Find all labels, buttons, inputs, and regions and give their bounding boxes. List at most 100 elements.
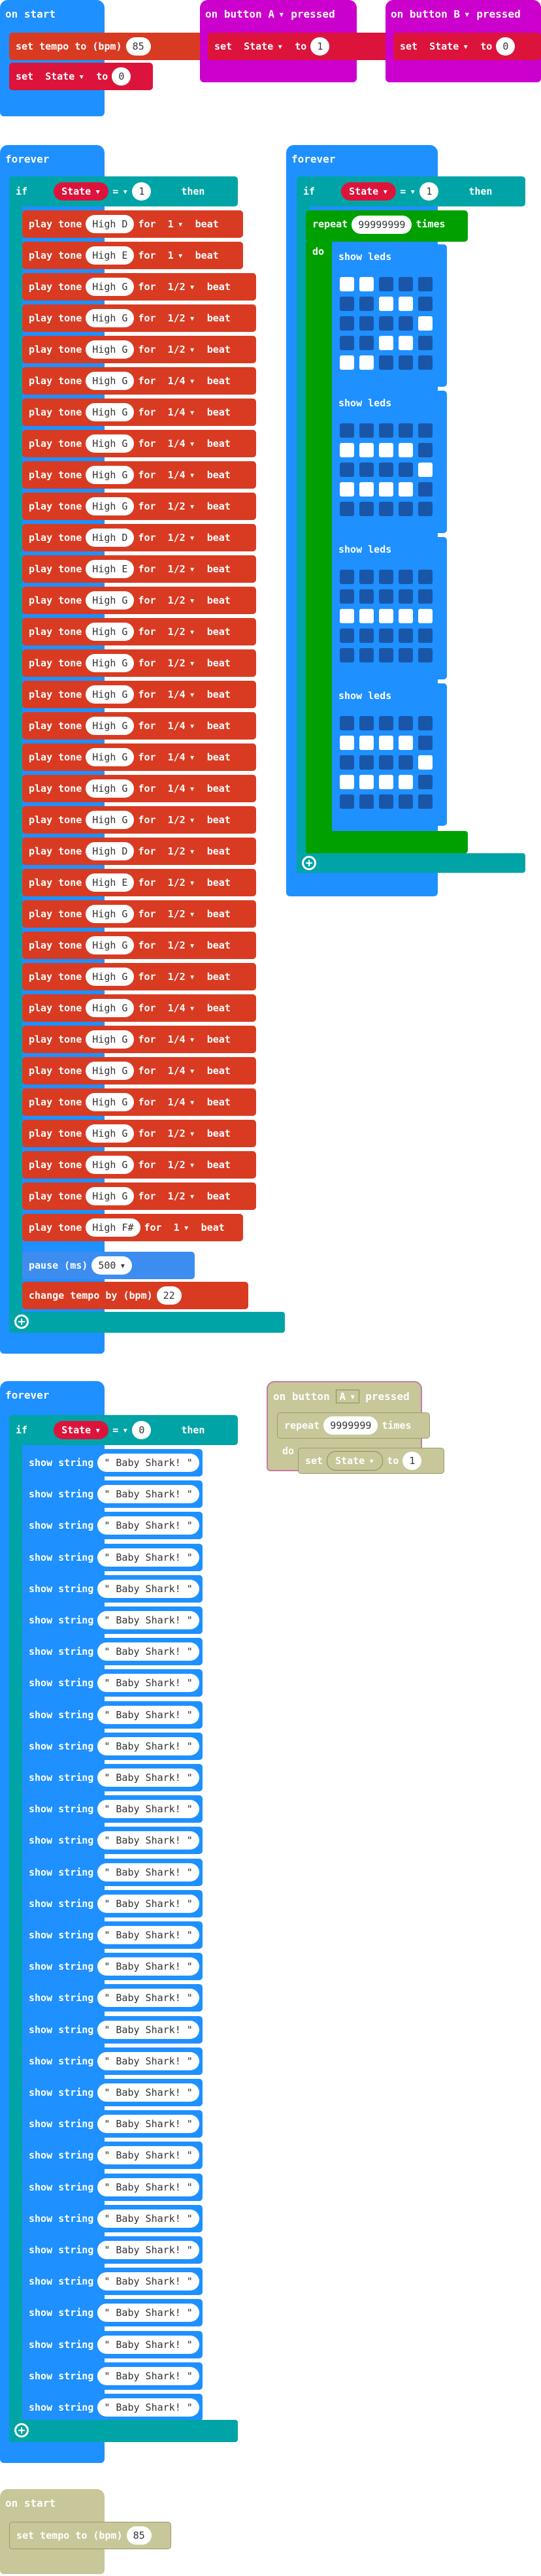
led-off[interactable] xyxy=(359,570,374,584)
led-on[interactable] xyxy=(379,297,393,311)
show-string-block[interactable]: show string " Baby Shark! " xyxy=(22,1669,203,1697)
beat-duration-dropdown[interactable]: 1/4 xyxy=(159,999,203,1017)
led-off[interactable] xyxy=(379,648,393,662)
show-string-block[interactable]: show string " Baby Shark! " xyxy=(22,2362,203,2390)
show-string-block[interactable]: show string " Baby Shark! " xyxy=(22,2110,203,2138)
led-off[interactable] xyxy=(340,716,354,730)
beat-duration-dropdown[interactable]: 1/4 xyxy=(159,779,203,798)
beat-duration-dropdown[interactable]: 1/2 xyxy=(159,591,203,610)
tempo-value-field[interactable]: 85 xyxy=(126,2526,152,2545)
string-value-field[interactable]: " Baby Shark! " xyxy=(97,2366,199,2385)
compare-value-field[interactable]: 1 xyxy=(419,182,439,201)
beat-duration-dropdown[interactable]: 1/4 xyxy=(159,372,203,390)
button-b-dropdown[interactable]: B xyxy=(453,8,470,20)
led-off[interactable] xyxy=(340,336,354,350)
led-on[interactable] xyxy=(399,775,413,789)
pause-value-field[interactable]: 500 xyxy=(91,1256,133,1275)
led-off[interactable] xyxy=(340,628,354,643)
compare-operator-dropdown[interactable]: = xyxy=(112,1424,128,1436)
show-string-block[interactable]: show string " Baby Shark! " xyxy=(22,2299,203,2327)
state-value-field[interactable]: 1 xyxy=(310,37,330,56)
led-off[interactable] xyxy=(359,589,374,604)
led-off[interactable] xyxy=(399,502,413,516)
state-value-field[interactable]: 0 xyxy=(112,67,131,86)
led-off[interactable] xyxy=(399,716,413,730)
note-field[interactable]: High G xyxy=(86,779,135,798)
state-variable-dropdown[interactable]: State xyxy=(327,1451,384,1471)
string-value-field[interactable]: " Baby Shark! " xyxy=(97,2241,199,2259)
show-string-block[interactable]: show string " Baby Shark! " xyxy=(22,1953,203,1981)
show-string-block[interactable]: show string " Baby Shark! " xyxy=(22,1858,203,1886)
string-value-field[interactable]: " Baby Shark! " xyxy=(97,1642,199,1661)
led-on[interactable] xyxy=(399,336,413,350)
beat-duration-dropdown[interactable]: 1/2 xyxy=(159,623,203,641)
led-off[interactable] xyxy=(399,628,413,643)
string-value-field[interactable]: " Baby Shark! " xyxy=(97,1831,199,1850)
led-on[interactable] xyxy=(379,336,393,350)
led-off[interactable] xyxy=(418,570,433,584)
string-value-field[interactable]: " Baby Shark! " xyxy=(97,1516,199,1535)
string-value-field[interactable]: " Baby Shark! " xyxy=(97,2146,199,2165)
note-field[interactable]: High G xyxy=(86,968,135,986)
beat-duration-dropdown[interactable]: 1/2 xyxy=(159,936,203,954)
button-a-dropdown[interactable]: A xyxy=(336,1390,359,1403)
show-string-block[interactable]: show string " Baby Shark! " xyxy=(22,1889,203,1917)
string-value-field[interactable]: " Baby Shark! " xyxy=(97,1926,199,1944)
show-string-block[interactable]: show string " Baby Shark! " xyxy=(22,2330,203,2358)
led-on[interactable] xyxy=(399,297,413,311)
repeat-count-field[interactable]: 99999999 xyxy=(352,216,412,234)
note-field[interactable]: High G xyxy=(86,403,135,421)
led-off[interactable] xyxy=(379,277,393,291)
string-value-field[interactable]: " Baby Shark! " xyxy=(97,2051,199,2070)
led-off[interactable] xyxy=(379,423,393,438)
note-field[interactable]: High G xyxy=(86,278,135,296)
show-string-block[interactable]: show string " Baby Shark! " xyxy=(22,1638,203,1666)
note-field[interactable]: High G xyxy=(86,340,135,359)
repeat-block[interactable]: repeat 99999999 times xyxy=(306,210,468,242)
led-off[interactable] xyxy=(340,755,354,770)
show-string-block[interactable]: show string " Baby Shark! " xyxy=(22,1764,203,1791)
string-value-field[interactable]: " Baby Shark! " xyxy=(97,2304,199,2323)
beat-duration-dropdown[interactable]: 1/2 xyxy=(159,654,203,672)
led-off[interactable] xyxy=(359,502,374,516)
led-off[interactable] xyxy=(399,589,413,604)
show-string-block[interactable]: show string " Baby Shark! " xyxy=(22,1449,203,1476)
set-state-disabled-block[interactable]: set State to 1 xyxy=(298,1448,444,1474)
led-off[interactable] xyxy=(379,463,393,477)
set-tempo-disabled-block[interactable]: set tempo to (bpm) 85 xyxy=(9,2522,171,2549)
beat-duration-dropdown[interactable]: 1/4 xyxy=(159,685,203,704)
led-off[interactable] xyxy=(399,423,413,438)
note-field[interactable]: High F# xyxy=(86,1218,140,1237)
led-on[interactable] xyxy=(359,482,374,497)
show-string-block[interactable]: show string " Baby Shark! " xyxy=(22,1921,203,1949)
string-value-field[interactable]: " Baby Shark! " xyxy=(97,1705,199,1724)
note-field[interactable]: High D xyxy=(86,842,135,860)
set-tempo-block[interactable]: set tempo to (bpm) 85 xyxy=(9,33,217,60)
show-string-block[interactable]: show string " Baby Shark! " xyxy=(22,1574,203,1603)
led-on[interactable] xyxy=(340,443,354,457)
note-field[interactable]: High G xyxy=(86,1062,135,1080)
led-on[interactable] xyxy=(359,736,374,750)
led-off[interactable] xyxy=(359,648,374,662)
led-off[interactable] xyxy=(379,502,393,516)
led-off[interactable] xyxy=(418,443,433,457)
string-value-field[interactable]: " Baby Shark! " xyxy=(97,1957,199,1976)
string-value-field[interactable]: " Baby Shark! " xyxy=(97,1611,199,1629)
led-off[interactable] xyxy=(399,277,413,291)
string-value-field[interactable]: " Baby Shark! " xyxy=(97,2177,199,2196)
